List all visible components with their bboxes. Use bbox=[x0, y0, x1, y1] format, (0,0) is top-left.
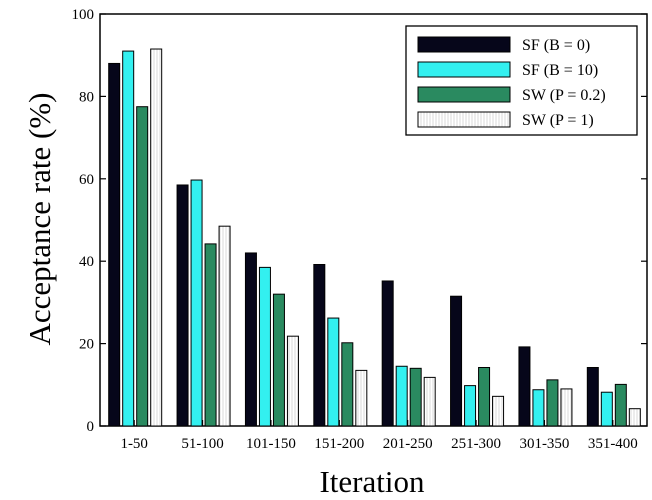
bar-sf-b-0-201-250 bbox=[381, 280, 394, 427]
bar-sw-p-1-1-50 bbox=[150, 48, 163, 427]
bar-sw-p-0-2-251-300 bbox=[478, 366, 491, 427]
x-axis-title: Iteration bbox=[319, 464, 425, 499]
y-axis-title: Acceptance rate (%) bbox=[22, 93, 57, 346]
bar-sf-b-10-51-100 bbox=[190, 179, 203, 427]
bar-sf-b-10-251-300 bbox=[464, 385, 477, 427]
bar-sw-p-0-2-151-200 bbox=[341, 342, 354, 427]
legend: SF (B = 0) SF (B = 10) SW (P = 0.2) SW (P =… bbox=[405, 25, 638, 136]
bar-sf-b-10-1-50 bbox=[122, 50, 135, 427]
x-tick-label: 251-300 bbox=[451, 436, 501, 452]
bar-sw-p-1-51-100 bbox=[218, 225, 231, 427]
bar-sw-p-0-2-301-350 bbox=[546, 379, 559, 427]
bar-sf-b-0-351-400 bbox=[586, 366, 599, 427]
bar-sw-p-1-101-150 bbox=[286, 335, 299, 427]
bar-sf-b-10-201-250 bbox=[395, 365, 408, 427]
x-tick-label: 151-200 bbox=[314, 436, 364, 452]
bar-sf-b-0-301-350 bbox=[518, 346, 531, 427]
y-tick-label: 0 bbox=[87, 419, 95, 435]
bar-sf-b-0-151-200 bbox=[313, 263, 326, 427]
y-tick-label: 20 bbox=[79, 337, 94, 353]
y-tick-label: 80 bbox=[79, 89, 94, 105]
x-axis-ticks: 1-50 51-100 101-150 151-200 201-250 251-300 30… bbox=[120, 420, 638, 452]
bar-sw-p-0-2-51-100 bbox=[204, 243, 217, 427]
x-tick-label: 351-400 bbox=[588, 436, 638, 452]
legend-label: SF (B = 10) bbox=[522, 62, 598, 79]
x-tick-label: 101-150 bbox=[246, 436, 296, 452]
bar-sw-p-1-351-400 bbox=[628, 408, 641, 427]
legend-label: SF (B = 0) bbox=[522, 37, 590, 54]
bar-sw-p-1-301-350 bbox=[560, 388, 573, 427]
bar-sf-b-0-51-100 bbox=[176, 184, 189, 427]
bar-sw-p-0-2-101-150 bbox=[272, 293, 285, 427]
bar-sw-p-0-2-351-400 bbox=[614, 383, 627, 427]
bar-sw-p-1-201-250 bbox=[423, 376, 436, 427]
legend-label: SW (P = 1) bbox=[522, 112, 594, 129]
x-tick-label: 201-250 bbox=[383, 436, 433, 452]
bars-group bbox=[108, 48, 641, 427]
bar-sw-p-1-151-200 bbox=[355, 369, 368, 427]
bar-sf-b-10-151-200 bbox=[327, 317, 340, 427]
legend-swatch bbox=[417, 86, 511, 103]
y-tick-label: 60 bbox=[79, 172, 94, 188]
y-axis-ticks: 0 20 40 60 80 100 bbox=[72, 7, 647, 435]
bar-sf-b-10-351-400 bbox=[600, 391, 613, 427]
legend-swatch bbox=[417, 111, 511, 128]
legend-swatch bbox=[417, 36, 511, 53]
y-tick-label: 100 bbox=[72, 7, 95, 23]
legend-swatch bbox=[417, 61, 511, 78]
x-tick-label: 301-350 bbox=[519, 436, 569, 452]
y-tick-label: 40 bbox=[79, 254, 94, 270]
bar-sf-b-0-1-50 bbox=[108, 62, 121, 427]
bar-sf-b-0-251-300 bbox=[450, 295, 463, 427]
bar-sf-b-10-101-150 bbox=[258, 266, 271, 427]
bar-sf-b-10-301-350 bbox=[532, 389, 545, 427]
bar-sw-p-1-251-300 bbox=[492, 395, 505, 427]
bar-sw-p-0-2-1-50 bbox=[136, 106, 149, 427]
x-tick-label: 51-100 bbox=[181, 436, 224, 452]
bar-sf-b-0-101-150 bbox=[244, 252, 257, 427]
x-tick-label: 1-50 bbox=[120, 436, 148, 452]
bar-sw-p-0-2-201-250 bbox=[409, 367, 422, 427]
legend-label: SW (P = 0.2) bbox=[522, 87, 606, 104]
